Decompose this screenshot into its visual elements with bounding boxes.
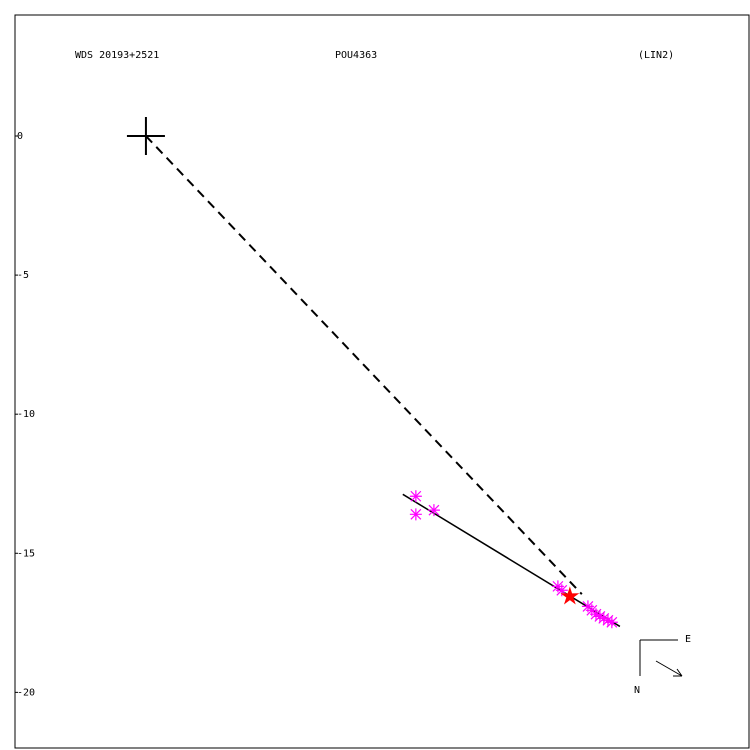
asterisk-marker [605, 616, 618, 629]
compass-label: N [634, 685, 640, 696]
asterisk-marker [589, 608, 602, 621]
offset-line [145, 135, 583, 595]
annotation: (LIN2) [638, 50, 674, 61]
asterisk-marker [597, 612, 610, 625]
plus-marker [126, 117, 165, 156]
y-tick-label: -5 [17, 270, 29, 281]
compass-label: E [685, 634, 691, 645]
asterisk-marker [601, 614, 614, 627]
y-tick-label: -20 [17, 687, 35, 698]
chart-title: WDS 20193+2521 [75, 50, 159, 61]
y-tick-label: 0 [17, 131, 23, 142]
y-tick-label: -10 [17, 409, 35, 420]
compass [639, 639, 683, 677]
motion-arrow [655, 660, 683, 677]
chart-subtitle: POU4363 [335, 50, 377, 61]
asterisk-marker [593, 610, 606, 623]
orbit-fit-line [402, 493, 621, 628]
asterisk-marker [427, 504, 440, 517]
asterisk-marker [409, 490, 422, 503]
asterisk-marker [409, 508, 422, 521]
plot-frame [14, 14, 750, 749]
star-marker [560, 586, 580, 605]
y-tick-label: -15 [17, 548, 35, 559]
asterisk-marker [555, 584, 568, 597]
